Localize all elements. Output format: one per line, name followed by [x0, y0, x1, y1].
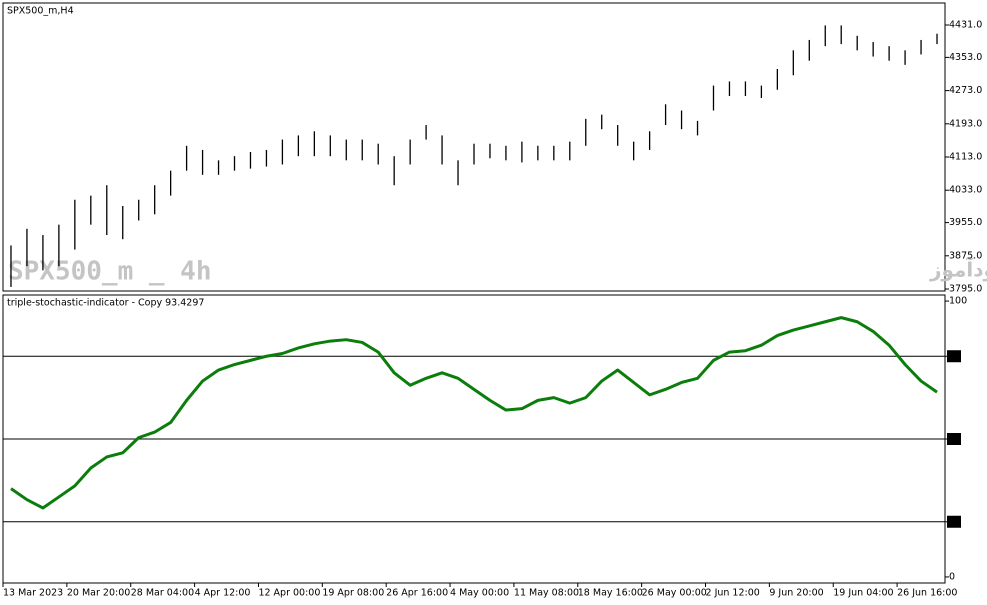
- x-tick-label: 11 May 08:00: [514, 588, 579, 599]
- level-label-box: [947, 433, 961, 445]
- y-tick-label: 3875.0: [949, 250, 982, 261]
- chart-title: SPX500_m,H4: [7, 6, 74, 17]
- indicator-line: [10, 316, 938, 510]
- x-tick-label: 12 Apr 00:00: [258, 588, 320, 599]
- x-tick-label: 26 Apr 16:00: [386, 588, 448, 599]
- x-tick-label: 2 Jun 12:00: [706, 588, 760, 599]
- x-tick-label: 19 Apr 08:00: [322, 588, 384, 599]
- y-tick-label: 4113.0: [949, 152, 982, 163]
- y-tick-label: 3795.0: [949, 284, 982, 295]
- x-tick-label: 19 Jun 04:00: [833, 588, 893, 599]
- indicator-title: triple-stochastic-indicator - Copy 93.42…: [7, 298, 204, 309]
- y-tick-label: 80: [949, 351, 961, 362]
- y-tick-label: 4431.0: [949, 20, 982, 31]
- level-label-box: [947, 350, 961, 363]
- y-tick-label: 100: [949, 296, 967, 307]
- watermark: SPX500_m _ 4h: [8, 257, 212, 287]
- y-tick-label: 4033.0: [949, 185, 982, 196]
- level-label-box: [947, 515, 961, 528]
- x-tick-label: 18 May 16:00: [578, 588, 643, 599]
- x-tick-label: 13 Mar 2023: [3, 588, 63, 599]
- x-tick-label: 26 Jun 16:00: [897, 588, 957, 599]
- y-tick-label: 3955.0: [949, 217, 982, 228]
- x-tick-label: 4 May 00:00: [450, 588, 509, 599]
- y-tick-label: 4353.0: [949, 52, 982, 63]
- x-tick-label: 4 Apr 12:00: [195, 588, 251, 599]
- x-tick-label: 20 Mar 20:00: [67, 588, 130, 599]
- y-tick-label: 50: [949, 434, 961, 445]
- x-tick-label: 28 Mar 04:00: [131, 588, 194, 599]
- y-tick-label: 20: [949, 516, 961, 527]
- y-tick-label: 4273.0: [949, 85, 982, 96]
- y-tick-label: 0: [949, 571, 955, 582]
- x-tick-label: 26 May 00:00: [642, 588, 707, 599]
- y-tick-label: 4193.0: [949, 118, 982, 129]
- watermark-site: انتشار در سایت سودآموز: [929, 257, 987, 282]
- price-panel: [2, 2, 946, 292]
- x-tick-label: 9 Jun 20:00: [769, 588, 823, 599]
